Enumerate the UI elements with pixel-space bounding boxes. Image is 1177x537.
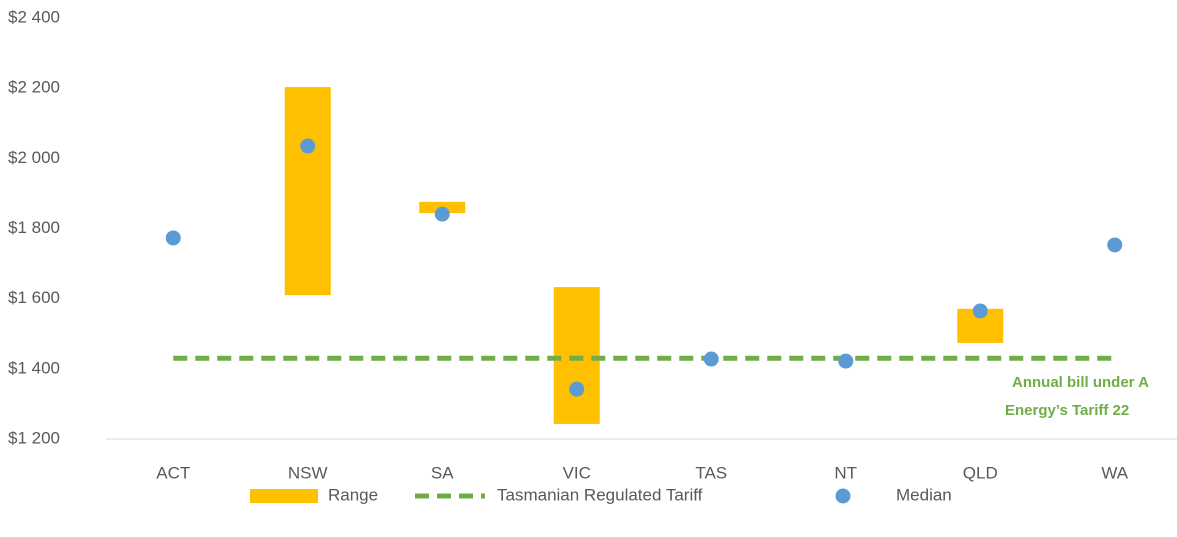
median-dot	[838, 353, 854, 369]
y-tick-label: $2 000	[8, 148, 60, 167]
x-tick-label: QLD	[963, 463, 998, 482]
y-tick-label: $1 200	[8, 428, 60, 447]
annotation: Annual bill under A	[1012, 374, 1149, 391]
legend-label: Median	[896, 485, 952, 504]
x-tick-label: SA	[431, 463, 454, 482]
y-tick-label: $2 400	[8, 7, 60, 26]
x-tick-label: NT	[834, 463, 857, 482]
y-tick-label: $1 800	[8, 218, 60, 237]
median-dot	[1107, 237, 1123, 253]
legend-swatch	[835, 488, 851, 504]
x-tick-label: NSW	[288, 463, 328, 482]
legend-label: Tasmanian Regulated Tariff	[497, 485, 703, 504]
median-dot	[434, 206, 450, 222]
legend-swatch	[250, 489, 318, 503]
y-tick-label: $2 200	[8, 78, 60, 97]
x-tick-label: WA	[1101, 463, 1128, 482]
x-tick-label: ACT	[156, 463, 190, 482]
median-dot	[165, 230, 181, 246]
legend-label: Range	[328, 485, 378, 504]
median-dot	[569, 381, 585, 397]
annotation: Energy’s Tariff 22	[1005, 402, 1129, 419]
range-bar	[553, 287, 600, 424]
median-dot	[972, 303, 988, 319]
x-tick-label: TAS	[695, 463, 727, 482]
median-dot	[703, 351, 719, 367]
y-tick-label: $1 400	[8, 358, 60, 377]
median-dot	[300, 138, 316, 154]
y-tick-label: $1 600	[8, 288, 60, 307]
x-tick-label: VIC	[563, 463, 591, 482]
range-bar	[284, 87, 331, 296]
